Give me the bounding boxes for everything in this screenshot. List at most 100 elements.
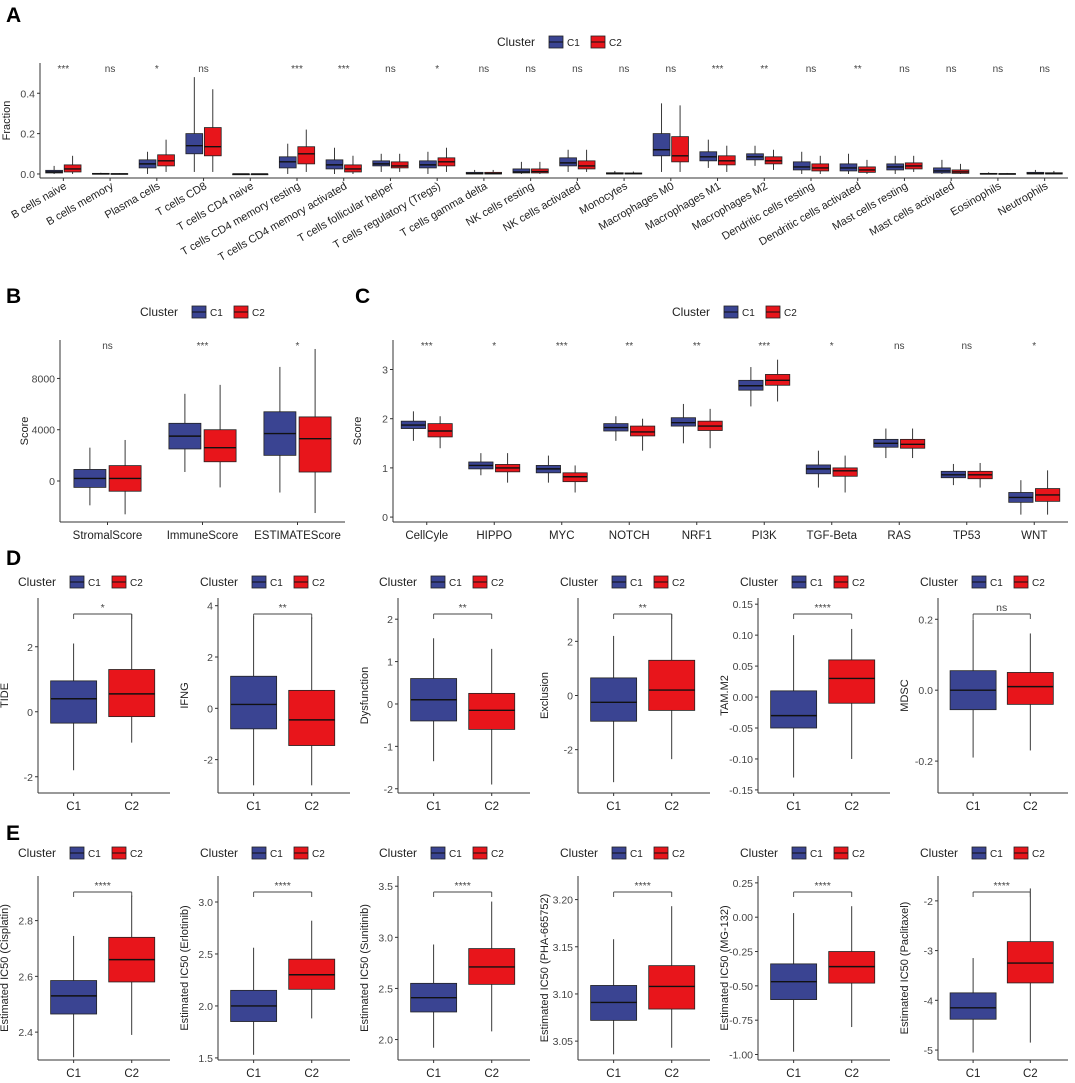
significance-label: ns — [198, 64, 209, 75]
y-tick-label: 1 — [387, 657, 393, 669]
y-tick-label: 0.25 — [733, 878, 754, 890]
y-tick-label: 0 — [49, 476, 55, 488]
legend-title: Cluster — [379, 575, 417, 589]
y-tick-label: -0.25 — [729, 947, 753, 959]
box-iqr — [203, 429, 237, 463]
y-tick-label: -2 — [24, 772, 33, 784]
panel-D2: -2 0 2 4 IFNG C1 C2 ** — [179, 598, 350, 813]
x-tick-label: C1 — [786, 1068, 801, 1080]
legend: Cluster C1 C2 — [672, 305, 797, 319]
significance-label: * — [435, 64, 439, 75]
significance-label: ns — [102, 341, 113, 352]
box-iqr — [792, 161, 811, 171]
y-axis-label: TIDE — [0, 683, 11, 708]
x-tick-label: NRF1 — [682, 530, 712, 542]
legend-title: Cluster — [18, 575, 56, 589]
x-tick-label: WNT — [1021, 530, 1047, 542]
y-tick-label: 3.0 — [198, 897, 213, 909]
significance-label: ns — [479, 64, 490, 75]
panel-letter: B — [6, 285, 21, 308]
legend: Cluster C1 C2 — [379, 575, 504, 589]
y-axis-label: Dysfunction — [359, 667, 371, 724]
legend-label-c2: C2 — [312, 849, 325, 860]
y-tick-label: 0.2 — [918, 614, 933, 626]
y-tick-label: -0.15 — [729, 785, 753, 797]
y-tick-label: -0.10 — [729, 754, 753, 766]
x-tick-label: C1 — [966, 801, 981, 813]
y-tick-label: 1.5 — [198, 1053, 213, 1065]
significance-label: *** — [421, 341, 433, 352]
x-tick-label: ImmuneScore — [167, 530, 239, 542]
x-tick-label: StromalScore — [73, 530, 143, 542]
legend-label-c2: C2 — [784, 308, 797, 319]
significance-label: ns — [105, 64, 116, 75]
y-tick-label: 4000 — [32, 425, 56, 437]
significance-label: ** — [459, 602, 467, 614]
significance-label: ns — [806, 64, 817, 75]
legend: Cluster C1 C2 — [379, 846, 504, 860]
y-tick-label: 2.6 — [18, 971, 33, 983]
y-axis-label: Fraction — [1, 101, 13, 141]
y-tick-label: -2 — [204, 755, 213, 767]
significance-label: * — [101, 602, 105, 614]
y-axis-label: Estimated IC50 (PHA-665752) — [539, 894, 551, 1043]
legend: Cluster C1 C2 — [200, 846, 325, 860]
significance-label: *** — [58, 64, 70, 75]
y-tick-label: 2.5 — [198, 949, 213, 961]
x-tick-label: C1 — [426, 1068, 441, 1080]
x-tick-label: Eosinophils — [949, 180, 1004, 219]
y-tick-label: -0.2 — [915, 756, 933, 768]
y-tick-label: 0.2 — [20, 129, 35, 141]
box-iqr — [468, 692, 516, 730]
y-tick-label: 3.05 — [553, 1036, 574, 1048]
y-axis-label: Score — [19, 417, 31, 446]
legend-label-c2: C2 — [1032, 849, 1045, 860]
box-iqr — [1006, 941, 1054, 984]
x-tick-label: RAS — [887, 530, 911, 542]
significance-label: * — [155, 64, 159, 75]
significance-label: ns — [385, 64, 396, 75]
significance-label: ns — [993, 64, 1004, 75]
box-iqr — [50, 980, 98, 1015]
legend-title: Cluster — [140, 305, 178, 319]
y-axis-label: IFNG — [179, 682, 191, 708]
y-tick-label: 0.10 — [733, 630, 754, 642]
x-tick-label: C1 — [966, 1068, 981, 1080]
legend: Cluster C1 C2 — [497, 35, 622, 49]
y-tick-label: 2.0 — [378, 1035, 393, 1047]
significance-label: **** — [635, 880, 651, 892]
x-tick-label: C1 — [606, 1068, 621, 1080]
x-tick-label: C1 — [66, 801, 81, 813]
y-tick-label: 3.5 — [378, 881, 393, 893]
panel-letter: A — [6, 4, 21, 27]
legend-label-c2: C2 — [852, 849, 865, 860]
x-tick-label: Neutrophils — [996, 180, 1051, 218]
significance-label: ns — [666, 64, 677, 75]
y-tick-label: 3 — [382, 365, 388, 377]
y-axis-label: Estimated IC50 (Cisplatin) — [0, 904, 11, 1032]
x-tick-label: TGF-Beta — [807, 530, 858, 542]
significance-label: ** — [639, 602, 647, 614]
legend: Cluster C1 C2 — [560, 575, 685, 589]
x-tick-label: CellCyle — [405, 530, 448, 542]
x-tick-label: C1 — [606, 801, 621, 813]
significance-label: **** — [994, 880, 1010, 892]
box-iqr — [297, 146, 316, 165]
y-tick-label: 0 — [387, 699, 393, 711]
significance-label: ns — [1039, 64, 1050, 75]
significance-label: * — [1032, 341, 1036, 352]
y-tick-label: -0.75 — [729, 1015, 753, 1027]
y-tick-label: -0.05 — [729, 723, 753, 735]
x-tick-label: C1 — [246, 801, 261, 813]
panel-E5: -1.00 -0.75 -0.50 -0.25 0.00 0.25 Estimated IC… — [719, 876, 890, 1080]
box-iqr — [949, 992, 997, 1020]
legend-label-c2: C2 — [609, 38, 622, 49]
y-tick-label: 1 — [382, 463, 388, 475]
y-tick-label: -2 — [384, 784, 393, 796]
y-tick-label: -2 — [924, 896, 933, 908]
legend-label-c1: C1 — [810, 849, 823, 860]
x-tick-label: Mast cells activated — [868, 180, 957, 238]
